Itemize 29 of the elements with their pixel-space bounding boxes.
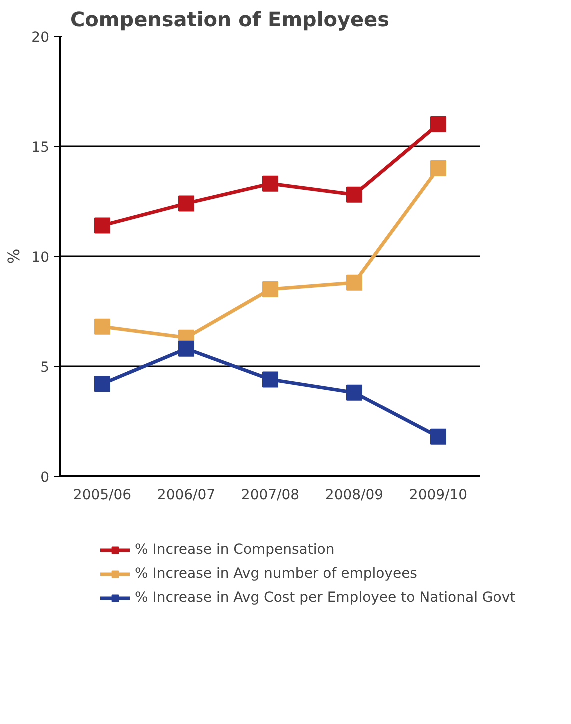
point <box>94 318 110 335</box>
point <box>430 428 446 445</box>
y-axis-title: % <box>4 248 24 264</box>
point <box>346 384 362 401</box>
point <box>430 160 446 176</box>
x-tick-label: 2008/09 <box>325 488 384 504</box>
y-tick-label: 10 <box>32 250 50 266</box>
point <box>346 274 362 291</box>
x-tick-label: 2009/10 <box>409 488 468 504</box>
point <box>178 196 194 212</box>
point <box>262 372 278 388</box>
y-tick-label: 20 <box>32 30 50 46</box>
point <box>262 282 278 298</box>
legend-label: % Increase in Avg Cost per Employee to National Govt <box>135 590 516 606</box>
point <box>94 218 110 234</box>
x-tick-label: 2005/06 <box>73 488 132 504</box>
point <box>430 116 446 132</box>
y-tick-label: 0 <box>40 470 50 486</box>
legend-label: % Increase in Compensation <box>135 542 335 558</box>
point <box>94 376 110 392</box>
x-tick-label: 2007/08 <box>241 488 300 504</box>
point <box>262 176 278 192</box>
point <box>346 186 362 203</box>
y-tick-label: 5 <box>40 360 50 376</box>
chart-title: Compensation of Employees <box>70 8 390 32</box>
point <box>178 340 194 357</box>
legend-label: % Increase in Avg number of employees <box>135 566 418 582</box>
x-tick-label: 2006/07 <box>157 488 216 504</box>
y-tick-label: 15 <box>32 140 50 156</box>
